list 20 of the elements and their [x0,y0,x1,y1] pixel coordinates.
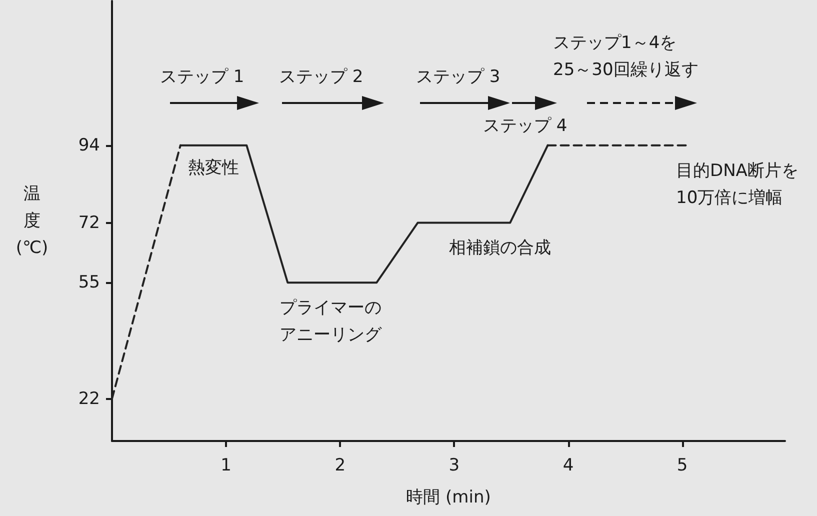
annotation: 目的DNA断片を 10万倍に増幅 [676,160,798,210]
y-tick-label: 72 [78,212,100,233]
x-tick-label: 4 [562,456,574,476]
y-tick-label: 22 [78,388,100,409]
x-tick-label: 3 [448,456,460,476]
x-tick-label: 1 [220,456,232,476]
annotation: 熱変性 [188,157,240,180]
annotation: ステップ 2 [279,66,364,89]
annotation: ステップ 3 [416,66,500,89]
annotation: ステップ 4 [483,115,568,138]
y-tick-label: 55 [78,272,100,293]
x-tick-label: 5 [676,456,688,476]
annotation: ステップ 1 [160,66,244,89]
annotation: プライマーのアニーリング [280,296,383,347]
y-tick-label: 94 [78,135,100,156]
y-axis-title: 温度(℃) [16,184,48,258]
annotation: ステップ1～4を 25～30回繰り返す [553,32,698,82]
x-axis-title: 時間 (min) [406,488,491,508]
annotation: 相補鎖の合成 [448,236,551,260]
x-tick-label: 2 [334,456,346,476]
